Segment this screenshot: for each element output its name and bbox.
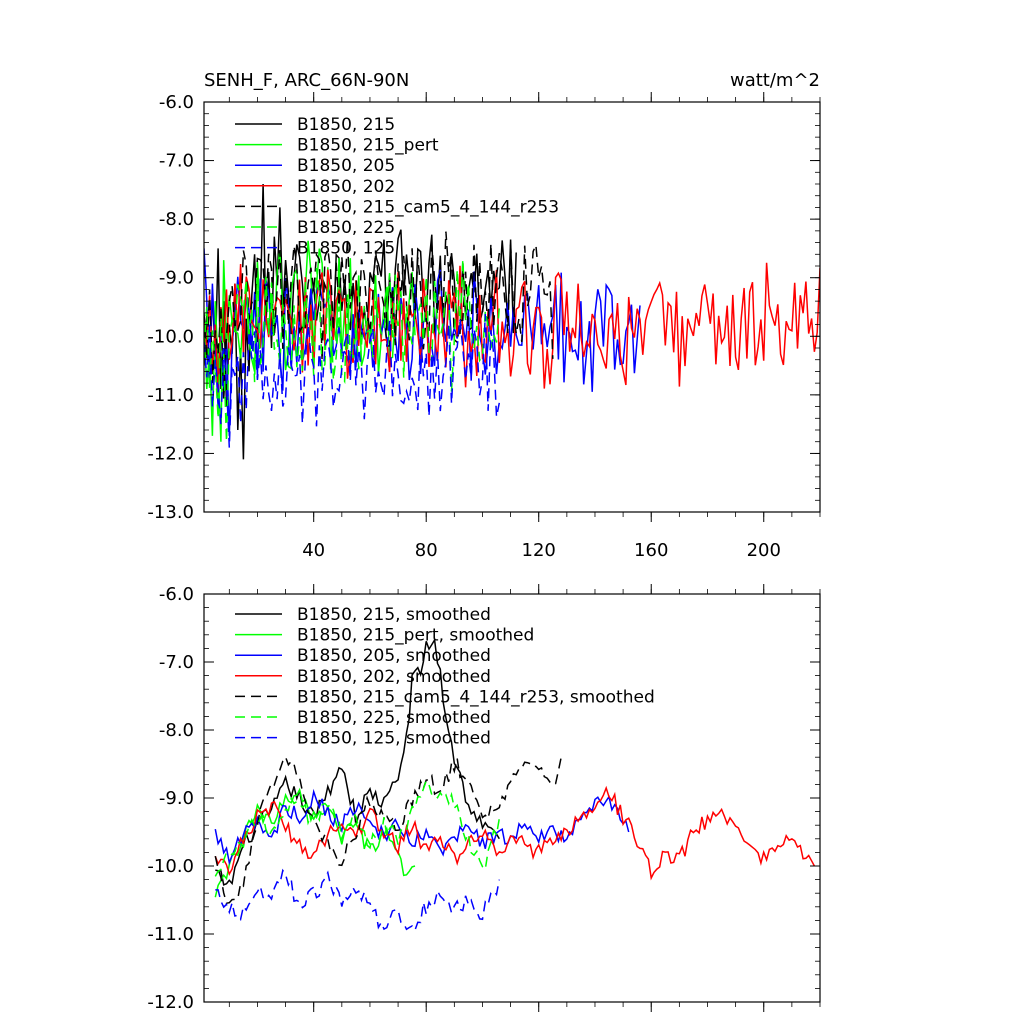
series-line-7 — [204, 313, 501, 448]
legend-label: B1850, 125, smoothed — [297, 729, 491, 749]
legend-label: B1850, 202, smoothed — [297, 667, 491, 687]
y-tick-label: -6.0 — [159, 584, 194, 605]
legend-label: B1850, 205 — [297, 156, 395, 176]
legend-label: B1850, 215, smoothed — [297, 605, 491, 625]
series-line-7 — [215, 868, 501, 932]
y-tick-label: -8.0 — [159, 209, 194, 230]
y-tick-label: -6.0 — [159, 92, 194, 113]
legend-label: B1850, 215_cam5_4_144_r253 — [297, 197, 559, 217]
y-tick-label: -7.0 — [159, 151, 194, 172]
y-tick-label: -9.0 — [159, 788, 194, 809]
plot-frame — [203, 101, 821, 513]
series-line-5 — [214, 755, 562, 905]
y-tick-label: -8.0 — [159, 720, 194, 741]
y-tick-label: -12.0 — [147, 443, 194, 464]
legend-label: B1850, 225 — [297, 218, 395, 238]
series-line-3 — [204, 248, 641, 436]
x-tick-label: 40 — [302, 540, 325, 561]
x-tick-label: 80 — [415, 540, 438, 561]
series-line-3 — [214, 788, 630, 866]
series-line-2 — [214, 787, 416, 898]
legend-label: B1850, 215_pert — [297, 136, 439, 156]
chart-units-label: watt/m^2 — [730, 70, 820, 91]
y-tick-label: -13.0 — [147, 502, 194, 523]
y-tick-label: -11.0 — [147, 385, 194, 406]
chart-title-left: SENH_F, ARC_66N-90N — [204, 70, 409, 91]
plot-area — [204, 183, 820, 460]
panel-bottom: -6.0 -7.0 -8.0 -9.0 -10.0 -11.0 -12.0 B1850, 21… — [147, 584, 821, 1013]
series-line-2 — [204, 240, 416, 442]
y-tick-label: -7.0 — [159, 652, 194, 673]
legend-label: B1850, 225, smoothed — [297, 708, 491, 728]
x-tick-label: 200 — [747, 540, 781, 561]
legend-label: B1850, 215 — [297, 115, 395, 135]
y-tick-label: -10.0 — [147, 326, 194, 347]
legend-label: B1850, 215_pert, smoothed — [297, 626, 534, 646]
legend-label: B1850, 125 — [297, 239, 395, 259]
plot-area — [214, 637, 816, 932]
series-line-6 — [214, 779, 501, 877]
legend-label: B1850, 205, smoothed — [297, 646, 491, 666]
legend-label: B1850, 215_cam5_4_144_r253, smoothed — [297, 687, 655, 707]
y-tick-label: -10.0 — [147, 856, 194, 877]
series-line-4 — [214, 785, 816, 881]
y-tick-label: -12.0 — [147, 992, 194, 1013]
y-tick-label: -9.0 — [159, 268, 194, 289]
legend-label: B1850, 202 — [297, 177, 395, 197]
x-tick-label: 120 — [522, 540, 556, 561]
y-tick-label: -11.0 — [147, 924, 194, 945]
x-tick-label: 160 — [634, 540, 668, 561]
panel-top: SENH_F, ARC_66N-90N watt/m^2 -6.0 -7.0 -8.… — [147, 70, 821, 561]
